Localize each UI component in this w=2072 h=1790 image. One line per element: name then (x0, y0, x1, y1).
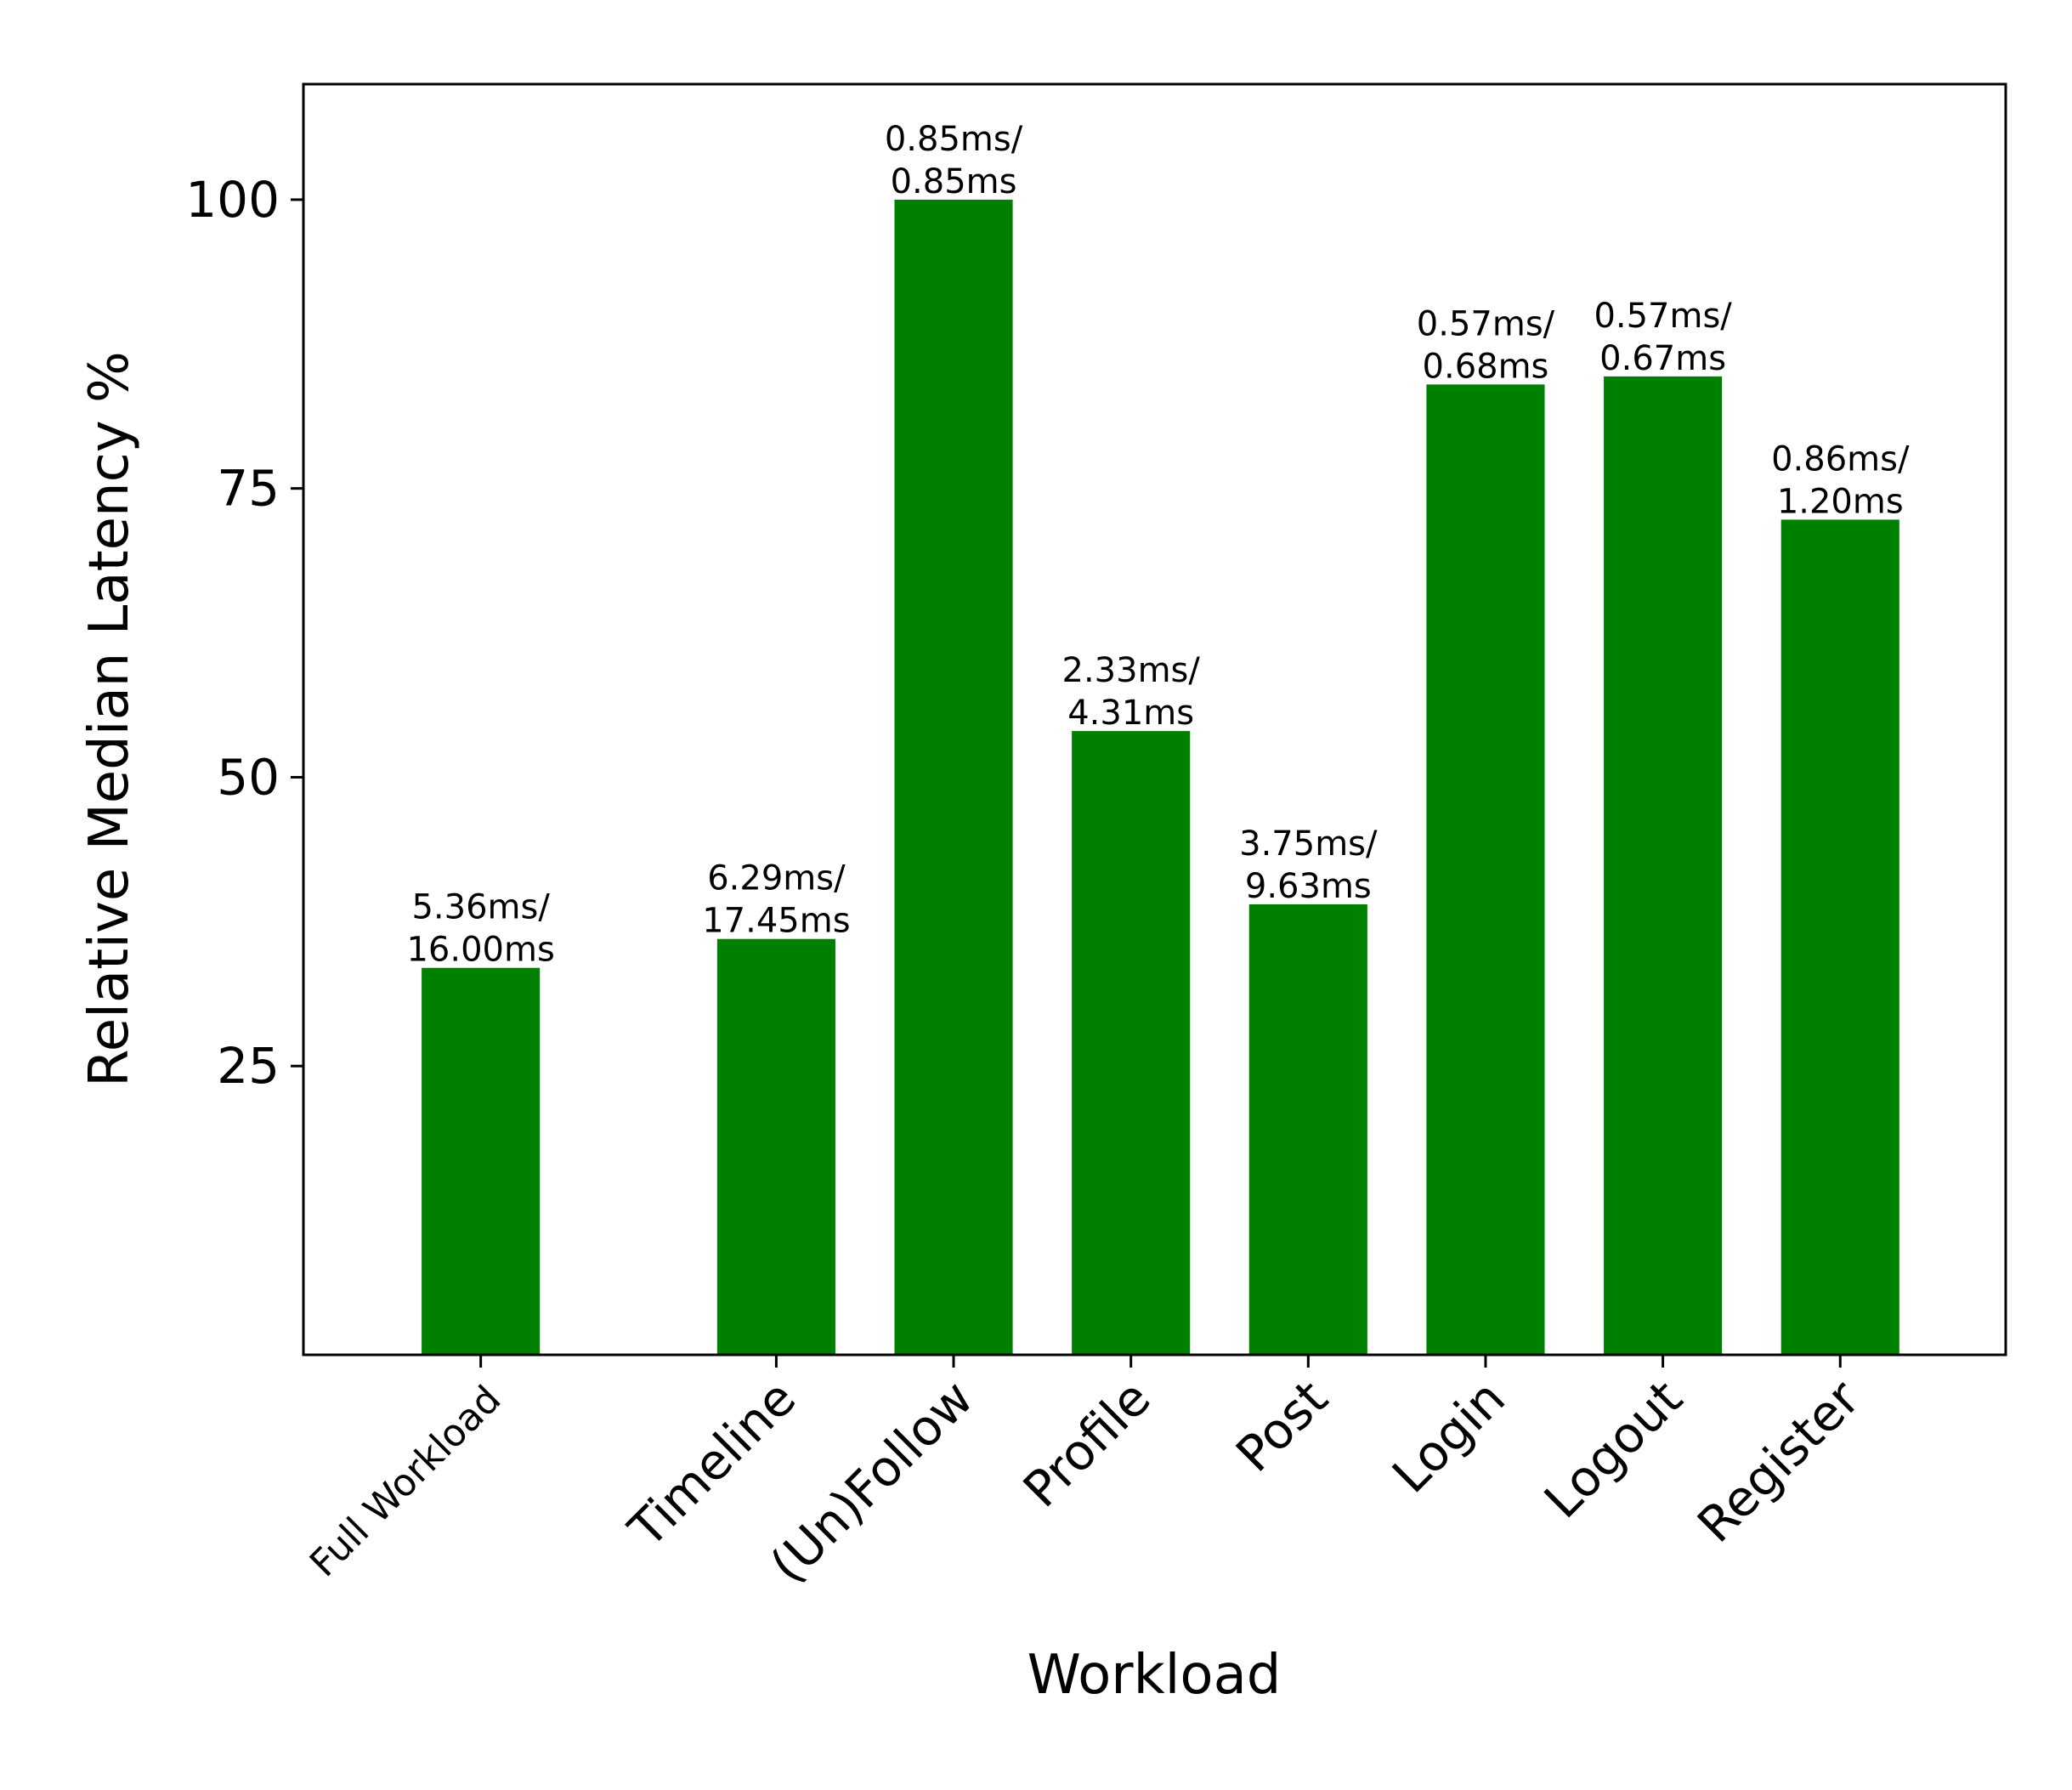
bar (1248, 903, 1367, 1355)
plot-frame (302, 82, 2007, 1357)
bars (422, 199, 1899, 1356)
data-label: 0.67ms (1599, 339, 1726, 378)
data-label: 4.31ms (1067, 694, 1194, 733)
data-label: 0.85ms (891, 162, 1017, 201)
data-label: 2.33ms/ (1062, 651, 1201, 690)
y-tick-label: 50 (217, 748, 280, 806)
data-label: 6.29ms/ (707, 859, 846, 898)
data-label: 17.45ms (702, 902, 850, 941)
bar (1426, 384, 1545, 1355)
data-label: 0.86ms/ (1771, 439, 1910, 479)
data-label: 9.63ms (1245, 867, 1372, 906)
bar (716, 938, 835, 1355)
bar (894, 199, 1013, 1356)
data-labels: 5.36ms/16.00ms 6.29ms/17.45ms 0.85ms/0.85m… (406, 120, 1909, 970)
y-axis: 25 50 75 100 (185, 171, 303, 1095)
bar (1780, 519, 1899, 1355)
y-tick-label: 75 (217, 460, 280, 518)
y-tick-label: 25 (217, 1037, 280, 1095)
y-tick-label: 100 (185, 171, 280, 229)
data-label: 3.75ms/ (1239, 824, 1378, 864)
data-label: 1.20ms (1777, 482, 1904, 521)
data-label: 5.36ms/ (411, 888, 550, 927)
data-label: 0.57ms/ (1417, 304, 1555, 343)
data-label: 0.85ms/ (885, 120, 1023, 159)
data-label: 0.68ms (1423, 347, 1549, 386)
bar (422, 967, 541, 1355)
y-axis-label: Relative Median Latency % (78, 351, 141, 1087)
x-axis-label: Workload (1028, 1644, 1282, 1707)
bar (1604, 376, 1723, 1356)
bar (1072, 731, 1191, 1355)
data-label: 0.57ms/ (1594, 297, 1732, 336)
data-label: 16.00ms (406, 931, 554, 970)
